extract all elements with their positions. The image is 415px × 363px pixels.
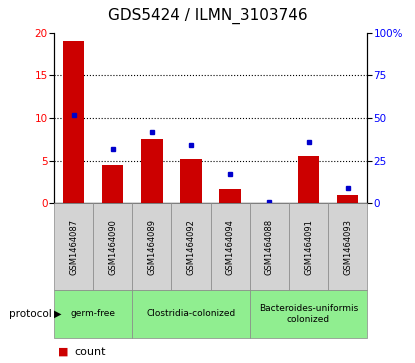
Text: GDS5424 / ILMN_3103746: GDS5424 / ILMN_3103746 bbox=[107, 8, 308, 24]
Bar bbox=[102, 165, 124, 203]
Text: count: count bbox=[75, 347, 106, 357]
Text: GSM1464090: GSM1464090 bbox=[108, 219, 117, 275]
Bar bbox=[63, 41, 84, 203]
Text: ■: ■ bbox=[58, 347, 68, 357]
Text: GSM1464092: GSM1464092 bbox=[186, 219, 195, 275]
Text: GSM1464094: GSM1464094 bbox=[226, 219, 235, 275]
Text: Bacteroides-uniformis
colonized: Bacteroides-uniformis colonized bbox=[259, 304, 358, 324]
Text: Clostridia-colonized: Clostridia-colonized bbox=[146, 310, 236, 318]
Bar bbox=[180, 159, 202, 203]
Bar bbox=[141, 139, 163, 203]
Text: germ-free: germ-free bbox=[71, 310, 116, 318]
Text: GSM1464088: GSM1464088 bbox=[265, 219, 274, 275]
Text: GSM1464087: GSM1464087 bbox=[69, 219, 78, 275]
Text: protocol: protocol bbox=[9, 309, 52, 319]
Text: GSM1464089: GSM1464089 bbox=[147, 219, 156, 275]
Text: GSM1464091: GSM1464091 bbox=[304, 219, 313, 275]
Bar bbox=[298, 156, 319, 203]
Bar bbox=[220, 189, 241, 203]
Bar bbox=[337, 195, 359, 203]
Text: ▶: ▶ bbox=[54, 309, 61, 319]
Text: GSM1464093: GSM1464093 bbox=[343, 219, 352, 275]
